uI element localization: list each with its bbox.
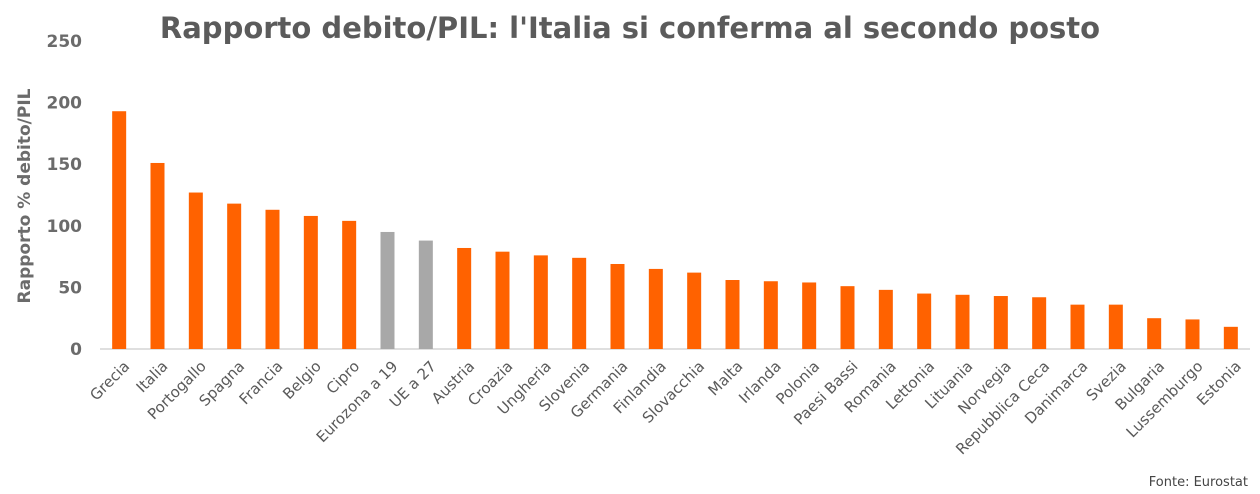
bar [1185,319,1200,349]
bar [112,111,127,349]
y-axis-label: Rapporto % debito/PIL [15,88,35,303]
x-tick-label: Grecia [86,357,133,404]
bar [610,263,625,349]
y-axis-ticks: 0 50 100 150 200 250 [47,32,83,360]
bars [112,111,1238,349]
bar [533,255,548,349]
bar [1147,318,1162,349]
bar [917,293,932,349]
y-tick-label: 250 [47,32,83,52]
bar [1223,326,1238,349]
bar [572,257,587,349]
bar [840,286,855,349]
bar [457,247,472,349]
bar [380,231,395,349]
bar [763,281,778,349]
y-tick-label: 100 [47,217,83,237]
x-tick-label: Belgio [279,357,325,403]
bar [725,280,740,349]
y-tick-label: 0 [70,340,82,360]
bar [802,282,817,349]
bar [648,268,663,349]
bar [1032,297,1047,349]
category-labels: Grecia ItaliaPortogalloSpagnaFranciaBelgi… [86,357,1245,458]
chart-title: Rapporto debito/PIL: l'Italia si conferm… [160,11,1100,45]
bar [265,209,280,349]
bar [495,251,510,349]
source-note: Fonte: Eurostat [1149,475,1248,490]
bar [687,272,702,349]
bar [418,240,433,349]
bar [1070,304,1085,349]
y-tick-label: 200 [47,94,83,114]
y-tick-label: 50 [58,278,82,298]
bar [993,296,1008,349]
bar [227,203,242,349]
bar [188,192,203,349]
bar [342,220,357,349]
bar [150,162,165,349]
bar [955,294,970,349]
bar [878,289,893,349]
y-tick-label: 150 [47,155,83,175]
bar [303,215,318,349]
x-tick-label: Francia [236,357,287,408]
bar [1108,304,1123,349]
